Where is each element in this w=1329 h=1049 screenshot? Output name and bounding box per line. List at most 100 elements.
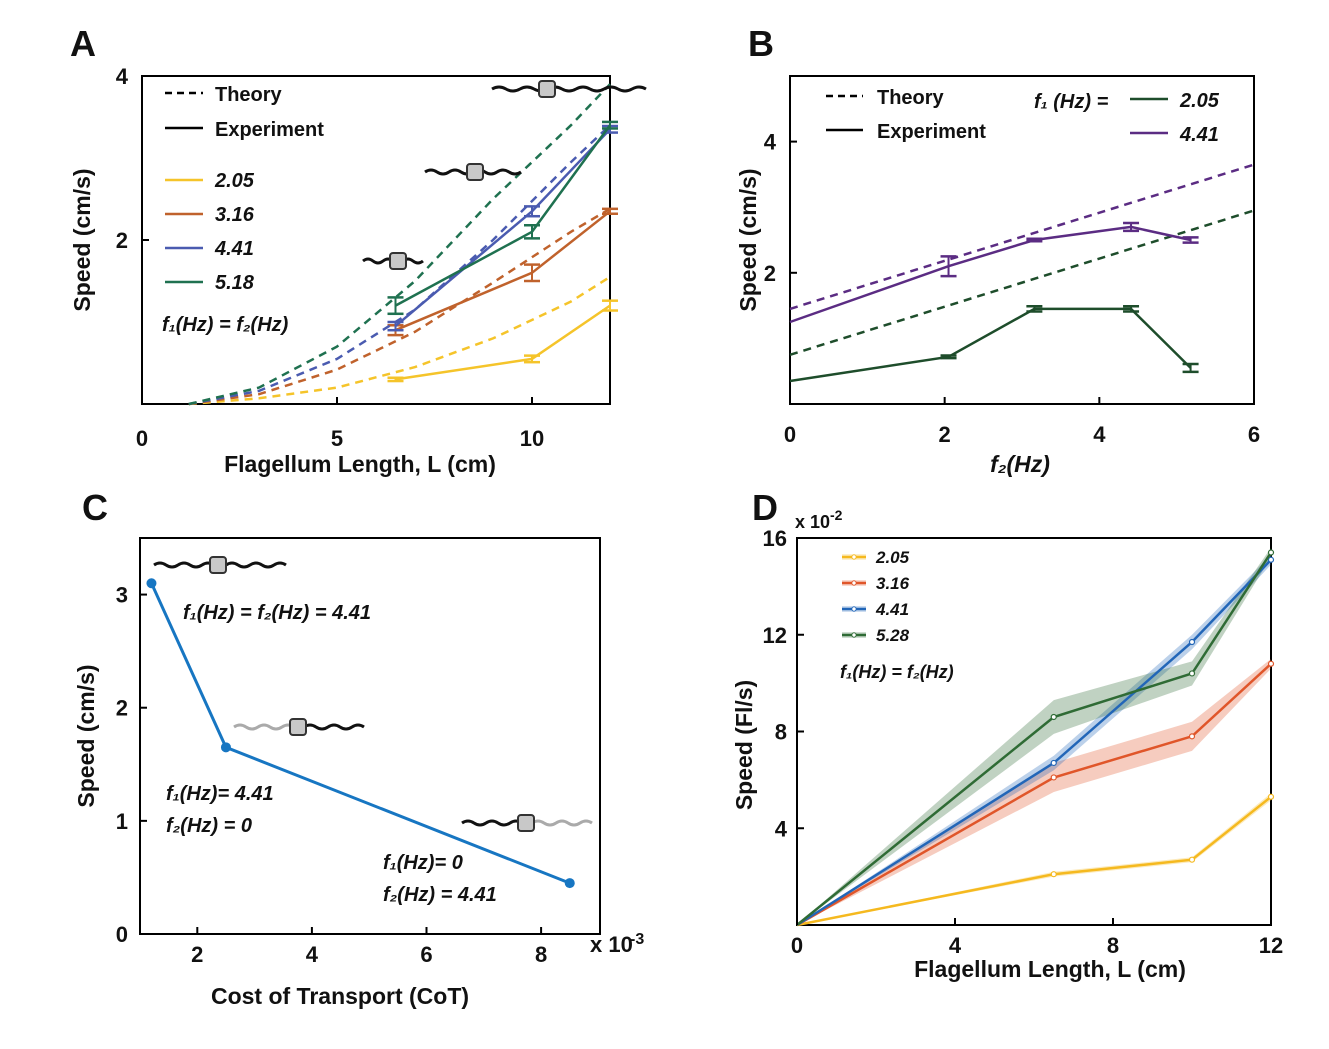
robot-icon: [362, 252, 424, 270]
data-point: [1267, 660, 1275, 667]
y-tick-label: 1: [116, 809, 128, 834]
theory-line: [789, 209, 1255, 356]
data-line: [796, 551, 1273, 926]
legend-theory-label: Theory: [877, 87, 945, 109]
legend-label: 3.16: [876, 574, 910, 593]
panel-label-b: B: [748, 23, 774, 64]
legend-marker: [851, 632, 857, 638]
legend-marker: [851, 606, 857, 612]
panel-a-ylabel: Speed (cm/s): [69, 168, 95, 311]
data-line: [796, 795, 1272, 927]
y-tick-label: 2: [116, 228, 128, 253]
panel-c-annotation-3b: f₂(Hz) = 4.41: [383, 884, 497, 906]
legend-label: 4.41: [875, 600, 909, 619]
panel-c-xlabel: Cost of Transport (CoT): [211, 983, 469, 1009]
theory-line: [188, 207, 611, 406]
x-tick-label: 10: [520, 426, 544, 451]
robot-icon: [233, 718, 365, 736]
legend-label: 2.05: [214, 170, 255, 192]
panel-b-frame: [789, 75, 1255, 405]
data-point: [1050, 759, 1057, 767]
data-point: [1050, 713, 1057, 721]
robot-icon: [491, 80, 647, 98]
theory-line: [188, 83, 611, 406]
panel-c-annotation-1: f₁(Hz) = f₂(Hz) = 4.41: [183, 602, 371, 624]
legend-label: 2.05: [1179, 90, 1220, 112]
y-tick-label: 0: [116, 922, 128, 947]
panel-c-annotation-3a: f₁(Hz)= 0: [383, 852, 463, 874]
x-tick-label: 6: [1248, 422, 1260, 447]
robot-icon: [153, 556, 287, 574]
panel-d-annotation: f₁(Hz) = f₂(Hz): [840, 662, 954, 682]
panel-a-annotation: f₁(Hz) = f₂(Hz): [162, 314, 289, 336]
y-tick-label: 3: [116, 583, 128, 608]
data-point: [1050, 774, 1057, 781]
panel-a-xlabel: Flagellum Length, L (cm): [224, 451, 496, 477]
panel-label-d: D: [752, 487, 778, 528]
y-tick-label: 2: [116, 696, 128, 721]
panel-label-a: A: [70, 23, 96, 64]
legend-marker: [851, 580, 857, 586]
x-tick-label: 4: [306, 942, 319, 967]
robot-icon: [461, 814, 593, 832]
legend-label: 4.41: [214, 238, 254, 260]
x-tick-label: 2: [939, 422, 951, 447]
legend-theory-label: Theory: [215, 84, 283, 106]
data-point: [1188, 733, 1196, 740]
data-point: [146, 578, 157, 589]
panel-c-ylabel: Speed (cm/s): [73, 664, 99, 807]
panel-d-ylabel: Speed (Fl/s): [731, 680, 757, 810]
legend-label: 4.41: [1179, 124, 1219, 146]
error-band: [797, 547, 1271, 925]
x-tick-label: 0: [791, 933, 803, 958]
data-point: [1188, 638, 1196, 646]
panel-c-chart: 2 4 6 8 0 1 2 3 x 10 -3 Cost of Transport (CoT)…: [73, 537, 644, 1009]
error-band: [797, 793, 1271, 925]
panel-d-chart: 0 4 8 12 4 8 12 16 x 10 -2 Flagellum Length, L …: [731, 507, 1283, 982]
data-point: [220, 742, 231, 753]
x-tick-label: 6: [420, 942, 432, 967]
panel-c-annotation-2b: f₂(Hz) = 0: [166, 815, 252, 837]
y-tick-label: 8: [775, 720, 787, 745]
x-tick-label: 8: [535, 942, 547, 967]
data-point: [1050, 871, 1057, 878]
experiment-line: [789, 307, 1192, 383]
legend-label: 3.16: [215, 204, 255, 226]
x-tick-label: 0: [136, 426, 148, 451]
data-point: [1267, 549, 1275, 556]
data-point: [1188, 670, 1196, 677]
error-band: [797, 658, 1271, 925]
panel-d-xlabel: Flagellum Length, L (cm): [914, 956, 1186, 982]
x-tick-label: 8: [1107, 933, 1119, 958]
legend-label: 5.18: [215, 272, 255, 294]
data-point: [564, 878, 575, 889]
panel-d-y-multiplier: x 10: [795, 512, 830, 532]
experiment-line: [394, 124, 612, 307]
data-point: [1267, 556, 1275, 563]
theory-line: [188, 275, 611, 406]
panel-b-chart: 0 2 4 6 2 4 f₂(Hz) Speed (cm/s) Theory Experi…: [735, 75, 1260, 477]
y-tick-label: 4: [775, 816, 788, 841]
x-tick-label: 4: [1093, 422, 1106, 447]
data-point: [1188, 856, 1196, 863]
panel-d-y-multiplier-exp: -2: [830, 507, 843, 523]
legend-label: 5.28: [876, 626, 910, 645]
data-line: [796, 662, 1272, 927]
x-tick-label: 0: [784, 422, 796, 447]
data-line: [150, 582, 571, 885]
panel-label-c: C: [82, 487, 108, 528]
legend-experiment-label: Experiment: [215, 119, 324, 141]
x-tick-label: 5: [331, 426, 343, 451]
x-tick-label: 2: [191, 942, 203, 967]
y-tick-label: 4: [116, 64, 129, 89]
data-line: [796, 558, 1272, 927]
legend-experiment-label: Experiment: [877, 121, 986, 143]
panel-c-annotation-2a: f₁(Hz)= 4.41: [166, 783, 274, 805]
theory-line: [188, 124, 611, 406]
panel-b-xlabel: f₂(Hz): [990, 451, 1050, 477]
robot-icon: [424, 163, 522, 181]
x-tick-label: 4: [949, 933, 962, 958]
y-tick-label: 2: [764, 261, 776, 286]
legend-marker: [851, 554, 857, 560]
